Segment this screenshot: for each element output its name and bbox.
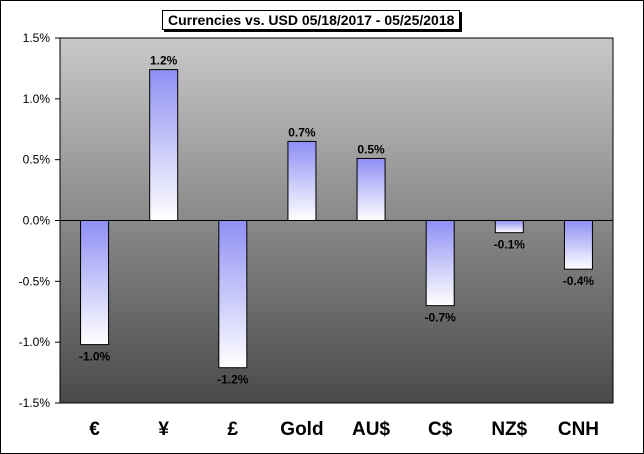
y-tick-label: 1.0% [23, 92, 51, 106]
data-labels: -1.0% 1.2% -1.2% 0.7% 0.5% -0.7% -0.1% -0.4% [79, 54, 595, 387]
x-tick-label: AU$ [352, 419, 390, 440]
x-tick-label: C$ [428, 419, 453, 440]
x-tick-label: £ [228, 419, 239, 440]
data-label: 0.7% [288, 125, 316, 139]
x-axis: € ¥ £ Gold AU$ C$ NZ$ CNH [89, 419, 599, 440]
data-label: -0.7% [425, 311, 457, 325]
data-label: -0.1% [494, 238, 526, 252]
data-label: -1.0% [79, 350, 111, 364]
data-label: -1.2% [217, 373, 249, 387]
bar [563, 220, 593, 270]
bar [494, 220, 524, 234]
x-tick-label: CNH [558, 419, 599, 440]
y-tick-label: 0.5% [23, 153, 51, 167]
chart-title: Currencies vs. USD 05/18/2017 - 05/25/20… [162, 10, 461, 30]
x-tick-label: ¥ [158, 419, 169, 440]
bar [425, 220, 455, 307]
y-tick-label: -1.5% [19, 396, 51, 410]
y-tick-label: -0.5% [19, 274, 51, 288]
y-axis: 1.5% 1.0% 0.5% 0.0% -0.5% -1.0% -1.5% [19, 31, 60, 410]
x-tick-label: NZ$ [491, 419, 527, 440]
data-label: -0.4% [563, 274, 595, 288]
bar [149, 69, 179, 221]
data-label: 1.2% [150, 54, 178, 68]
x-tick-label: € [89, 419, 100, 440]
bars [80, 69, 593, 369]
bar [287, 140, 317, 222]
bar [218, 220, 248, 369]
y-tick-label: 1.5% [23, 31, 51, 45]
y-tick-label: -1.0% [19, 335, 51, 349]
x-tick-label: Gold [280, 419, 323, 440]
bar [80, 220, 110, 346]
bar [356, 157, 386, 221]
y-tick-label: 0.0% [23, 214, 51, 228]
data-label: 0.5% [357, 142, 385, 156]
